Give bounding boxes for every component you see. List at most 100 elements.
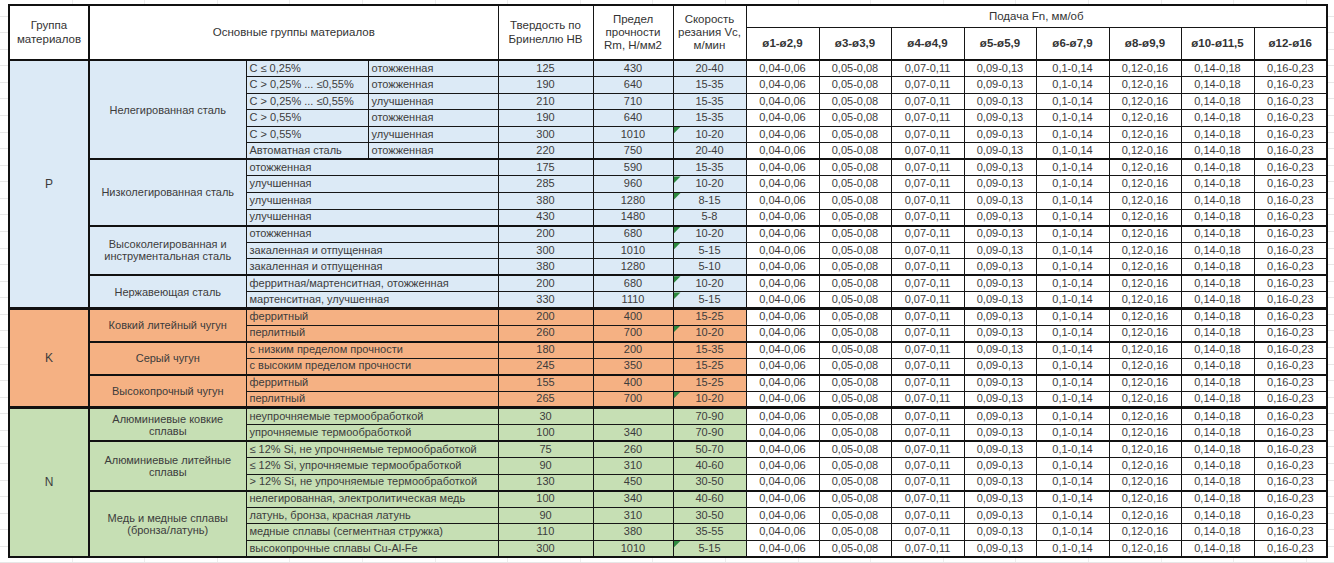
group-letter-cell: N (9, 408, 89, 557)
cell-hardness-hb: 125 (498, 60, 593, 77)
cell-state: ≤ 12% Si, не упрочняемые термообработкой (246, 441, 498, 458)
cell-feed-fn: 0,12-0,16 (1109, 159, 1181, 176)
cell-strength-rm: 1480 (593, 209, 673, 226)
cell-feed-fn: 0,1-0,14 (1036, 143, 1109, 160)
cell-feed-fn: 0,16-0,23 (1254, 259, 1327, 276)
cell-speed-vc: 15-35 (673, 110, 746, 127)
cell-feed-fn: 0,07-0,11 (891, 176, 964, 193)
cutting-data-table: Группа материалов Основные группы матери… (8, 4, 1328, 558)
cell-feed-fn: 0,05-0,08 (819, 242, 891, 259)
cell-condition: C > 0,55% (246, 126, 368, 143)
cell-feed-fn: 0,14-0,18 (1181, 474, 1254, 491)
cell-strength-rm: 680 (593, 226, 673, 243)
table-row: Высокопрочный чугунферритный15540015-250… (9, 375, 1327, 392)
table-row: Серый чугунс низким пределом прочности18… (9, 342, 1327, 359)
cell-hardness-hb: 300 (498, 242, 593, 259)
cell-strength-rm: 400 (593, 375, 673, 392)
cell-feed-fn: 0,05-0,08 (819, 441, 891, 458)
cell-feed-fn: 0,14-0,18 (1181, 209, 1254, 226)
cell-feed-fn: 0,14-0,18 (1181, 375, 1254, 392)
cell-state: с высоким пределом прочности (246, 358, 498, 375)
cell-speed-vc: 5-15 (673, 242, 746, 259)
cell-feed-fn: 0,1-0,14 (1036, 159, 1109, 176)
cell-feed-fn: 0,14-0,18 (1181, 458, 1254, 475)
cell-feed-fn: 0,12-0,16 (1109, 358, 1181, 375)
cell-strength-rm: 640 (593, 110, 673, 127)
cell-feed-fn: 0,07-0,11 (891, 308, 964, 325)
cell-feed-fn: 0,05-0,08 (819, 226, 891, 243)
cell-feed-fn: 0,14-0,18 (1181, 524, 1254, 541)
cell-feed-fn: 0,05-0,08 (819, 209, 891, 226)
cell-condition: Автоматная сталь (246, 143, 368, 160)
cell-feed-fn: 0,1-0,14 (1036, 93, 1109, 110)
cell-feed-fn: 0,05-0,08 (819, 408, 891, 425)
cell-speed-vc: 70-90 (673, 424, 746, 441)
cell-feed-fn: 0,09-0,13 (964, 424, 1036, 441)
cell-hardness-hb: 245 (498, 358, 593, 375)
cell-state: ферритная/мартенситная, отожженная (246, 275, 498, 292)
cell-feed-fn: 0,07-0,11 (891, 242, 964, 259)
cell-feed-fn: 0,05-0,08 (819, 176, 891, 193)
cell-feed-fn: 0,16-0,23 (1254, 375, 1327, 392)
cell-feed-fn: 0,09-0,13 (964, 259, 1036, 276)
cell-feed-fn: 0,09-0,13 (964, 93, 1036, 110)
cell-feed-fn: 0,1-0,14 (1036, 226, 1109, 243)
cell-feed-fn: 0,12-0,16 (1109, 408, 1181, 425)
cell-feed-fn: 0,05-0,08 (819, 375, 891, 392)
cell-hardness-hb: 30 (498, 408, 593, 425)
cell-hardness-hb: 100 (498, 424, 593, 441)
cell-feed-fn: 0,12-0,16 (1109, 391, 1181, 408)
cell-feed-fn: 0,05-0,08 (819, 93, 891, 110)
cell-feed-fn: 0,05-0,08 (819, 193, 891, 210)
cell-feed-fn: 0,16-0,23 (1254, 77, 1327, 94)
cell-state: отожженная (368, 143, 498, 160)
cell-feed-fn: 0,16-0,23 (1254, 110, 1327, 127)
cell-feed-fn: 0,05-0,08 (819, 292, 891, 309)
cell-strength-rm: 380 (593, 524, 673, 541)
cell-feed-fn: 0,07-0,11 (891, 226, 964, 243)
cell-feed-fn: 0,04-0,06 (746, 292, 819, 309)
cell-feed-fn: 0,16-0,23 (1254, 458, 1327, 475)
cell-feed-fn: 0,16-0,23 (1254, 540, 1327, 557)
cell-feed-fn: 0,14-0,18 (1181, 259, 1254, 276)
cell-feed-fn: 0,09-0,13 (964, 159, 1036, 176)
cell-speed-vc: 50-70 (673, 441, 746, 458)
table-row: NАлюминиевые ковкие сплавынеупрочняемые … (9, 408, 1327, 425)
cell-feed-fn: 0,12-0,16 (1109, 226, 1181, 243)
cell-feed-fn: 0,09-0,13 (964, 308, 1036, 325)
cell-feed-fn: 0,04-0,06 (746, 77, 819, 94)
cell-feed-fn: 0,12-0,16 (1109, 491, 1181, 508)
cell-feed-fn: 0,1-0,14 (1036, 259, 1109, 276)
cell-feed-fn: 0,09-0,13 (964, 540, 1036, 557)
cell-feed-fn: 0,05-0,08 (819, 159, 891, 176)
cell-feed-fn: 0,09-0,13 (964, 391, 1036, 408)
header-feed-col-d1: ø1-ø2,9 (746, 27, 819, 60)
cell-feed-fn: 0,12-0,16 (1109, 242, 1181, 259)
cell-speed-vc: 20-40 (673, 60, 746, 77)
cell-hardness-hb: 155 (498, 375, 593, 392)
cell-feed-fn: 0,14-0,18 (1181, 391, 1254, 408)
cell-speed-vc: 20-40 (673, 143, 746, 160)
cell-speed-vc: 10-20 (673, 325, 746, 342)
cell-feed-fn: 0,12-0,16 (1109, 259, 1181, 276)
cell-feed-fn: 0,12-0,16 (1109, 77, 1181, 94)
cell-speed-vc: 5-8 (673, 209, 746, 226)
cell-state: ферритный (246, 375, 498, 392)
cell-feed-fn: 0,1-0,14 (1036, 209, 1109, 226)
cell-feed-fn: 0,07-0,11 (891, 524, 964, 541)
cell-state: высокопрочные сплавы Cu-Al-Fe (246, 540, 498, 557)
cell-feed-fn: 0,12-0,16 (1109, 458, 1181, 475)
cell-feed-fn: 0,12-0,16 (1109, 308, 1181, 325)
cell-feed-fn: 0,14-0,18 (1181, 308, 1254, 325)
table-row: PНелегированная стальC ≤ 0,25%отожженная… (9, 60, 1327, 77)
cell-feed-fn: 0,16-0,23 (1254, 491, 1327, 508)
cell-feed-fn: 0,1-0,14 (1036, 342, 1109, 359)
cell-feed-fn: 0,09-0,13 (964, 342, 1036, 359)
cell-speed-vc: 15-25 (673, 375, 746, 392)
cell-feed-fn: 0,12-0,16 (1109, 441, 1181, 458)
cell-feed-fn: 0,04-0,06 (746, 193, 819, 210)
cell-feed-fn: 0,07-0,11 (891, 209, 964, 226)
cell-strength-rm: 340 (593, 491, 673, 508)
cell-hardness-hb: 220 (498, 143, 593, 160)
cell-feed-fn: 0,14-0,18 (1181, 193, 1254, 210)
